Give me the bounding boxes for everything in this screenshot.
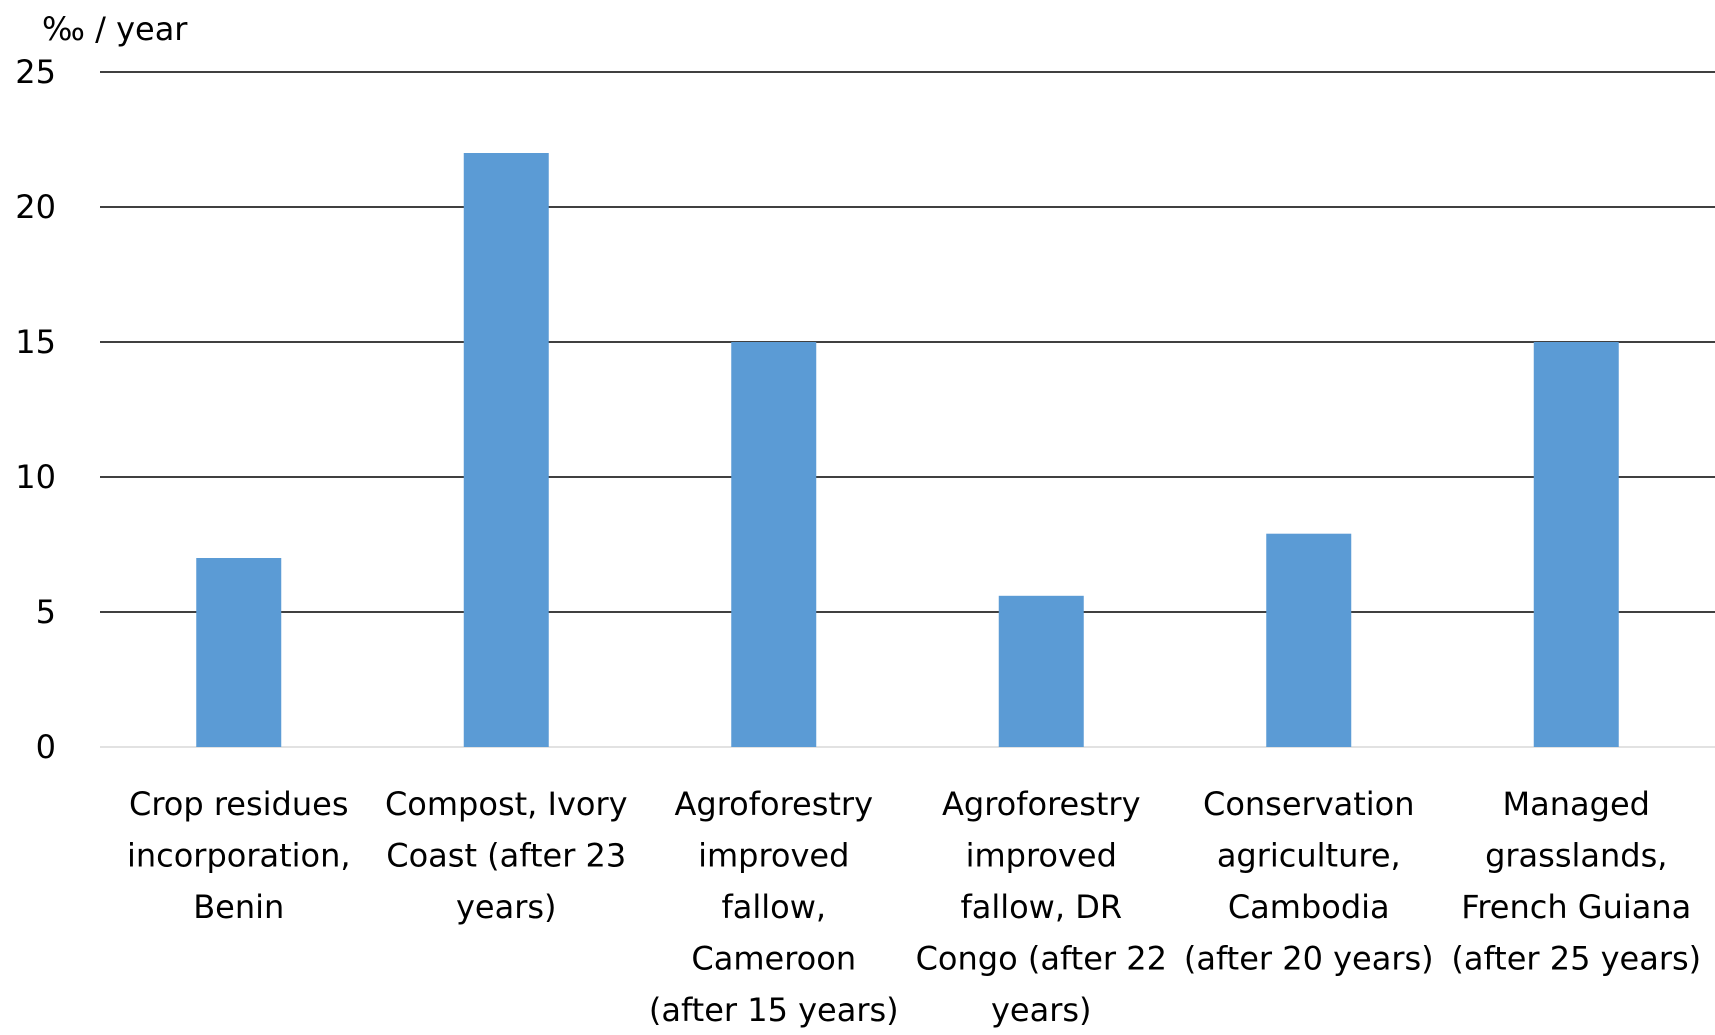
y-tick-label: 15 <box>15 323 56 361</box>
y-tick-label: 10 <box>15 458 56 496</box>
y-tick-label: 25 <box>15 53 56 91</box>
x-tick-label: Compost, Ivory Coast (after 23 years) <box>385 785 628 926</box>
y-tick-label: 20 <box>15 188 56 226</box>
gridlines <box>100 71 1715 748</box>
bar <box>998 595 1084 747</box>
x-tick-label: Conservation agriculture, Cambodia (after 2… <box>1184 785 1434 978</box>
x-tick-label: Managed grasslands, French Guiana (after 25… <box>1451 785 1701 978</box>
y-tick-label: 0 <box>36 728 56 766</box>
y-axis-label: ‰ / year <box>42 10 188 48</box>
bar <box>196 558 282 747</box>
y-tick-label: 5 <box>36 593 56 631</box>
x-tick-labels: Crop residues incorporation, BeninCompost,… <box>127 785 1701 1029</box>
bars <box>196 153 1619 747</box>
bar <box>731 342 817 747</box>
bar <box>1266 533 1352 747</box>
y-tick-labels: 0 5 10 15 20 25 <box>15 53 56 766</box>
x-tick-label: Agroforestry improved fallow, DR Congo (aft… <box>916 785 1167 1029</box>
bar <box>463 153 549 747</box>
x-tick-label: Crop residues incorporation, Benin <box>127 785 351 926</box>
x-tick-label: Agroforestry improved fallow, Cameroon (afte… <box>649 785 899 1029</box>
bar <box>1533 342 1619 747</box>
